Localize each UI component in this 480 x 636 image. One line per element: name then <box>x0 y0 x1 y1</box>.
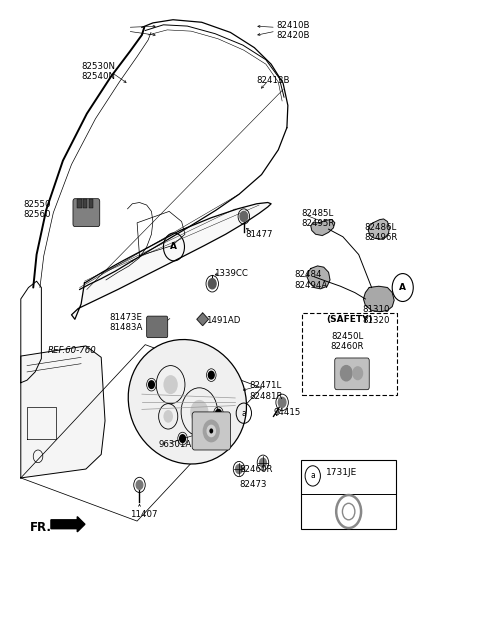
Text: 82413B: 82413B <box>257 76 290 85</box>
Text: 81473E
81483A: 81473E 81483A <box>110 313 143 333</box>
Circle shape <box>163 375 178 394</box>
Text: 82460R: 82460R <box>239 465 273 474</box>
Text: FR.: FR. <box>29 521 51 534</box>
FancyBboxPatch shape <box>335 358 369 390</box>
Text: 82484
82494A: 82484 82494A <box>295 270 328 290</box>
FancyBboxPatch shape <box>73 198 100 226</box>
Text: 82550
82560: 82550 82560 <box>24 200 51 219</box>
Circle shape <box>236 464 242 473</box>
FancyBboxPatch shape <box>83 199 87 208</box>
Text: a: a <box>311 471 315 480</box>
Circle shape <box>208 371 214 379</box>
Text: 82486L
82496R: 82486L 82496R <box>364 223 398 242</box>
Polygon shape <box>72 202 271 319</box>
Polygon shape <box>307 266 330 289</box>
Circle shape <box>180 435 185 443</box>
Text: (SAFETY): (SAFETY) <box>326 315 373 324</box>
Text: 96301A: 96301A <box>158 440 192 449</box>
Text: a: a <box>241 409 246 418</box>
Text: 1339CC: 1339CC <box>214 269 248 278</box>
Polygon shape <box>21 346 105 478</box>
Text: 82473: 82473 <box>239 480 266 489</box>
Polygon shape <box>368 219 389 239</box>
Text: 81310
81320: 81310 81320 <box>362 305 390 325</box>
Circle shape <box>240 211 248 221</box>
Text: 82485L
82495R: 82485L 82495R <box>301 209 335 228</box>
FancyBboxPatch shape <box>77 199 82 208</box>
Polygon shape <box>363 286 394 312</box>
Text: 1731JE: 1731JE <box>326 467 358 476</box>
Circle shape <box>190 400 208 424</box>
Text: 1491AD: 1491AD <box>206 316 241 325</box>
Bar <box>302 313 397 396</box>
FancyArrow shape <box>51 516 85 532</box>
Circle shape <box>206 425 216 438</box>
Text: 82450L
82460R: 82450L 82460R <box>330 332 364 351</box>
Bar <box>301 460 396 529</box>
Polygon shape <box>197 313 208 326</box>
Text: 82530N
82540N: 82530N 82540N <box>81 62 115 81</box>
Text: A: A <box>170 242 178 251</box>
Circle shape <box>208 279 216 289</box>
FancyBboxPatch shape <box>89 199 93 208</box>
Circle shape <box>260 459 266 467</box>
FancyBboxPatch shape <box>147 316 168 338</box>
Text: A: A <box>399 283 406 292</box>
Circle shape <box>340 366 352 381</box>
Text: 94415: 94415 <box>274 408 301 417</box>
Circle shape <box>149 381 155 389</box>
Circle shape <box>278 398 286 408</box>
FancyBboxPatch shape <box>192 412 230 450</box>
Circle shape <box>353 367 362 380</box>
Circle shape <box>209 429 213 434</box>
Text: 11407: 11407 <box>130 509 157 518</box>
Text: 81477: 81477 <box>246 230 273 239</box>
Text: REF.60-760: REF.60-760 <box>48 346 96 355</box>
Ellipse shape <box>128 340 247 464</box>
Circle shape <box>216 410 221 417</box>
Text: 82410B
82420B: 82410B 82420B <box>276 21 310 41</box>
Polygon shape <box>311 219 335 235</box>
Circle shape <box>163 410 173 423</box>
Circle shape <box>136 480 143 489</box>
Text: 82471L
82481R: 82471L 82481R <box>250 382 283 401</box>
Circle shape <box>203 420 220 443</box>
